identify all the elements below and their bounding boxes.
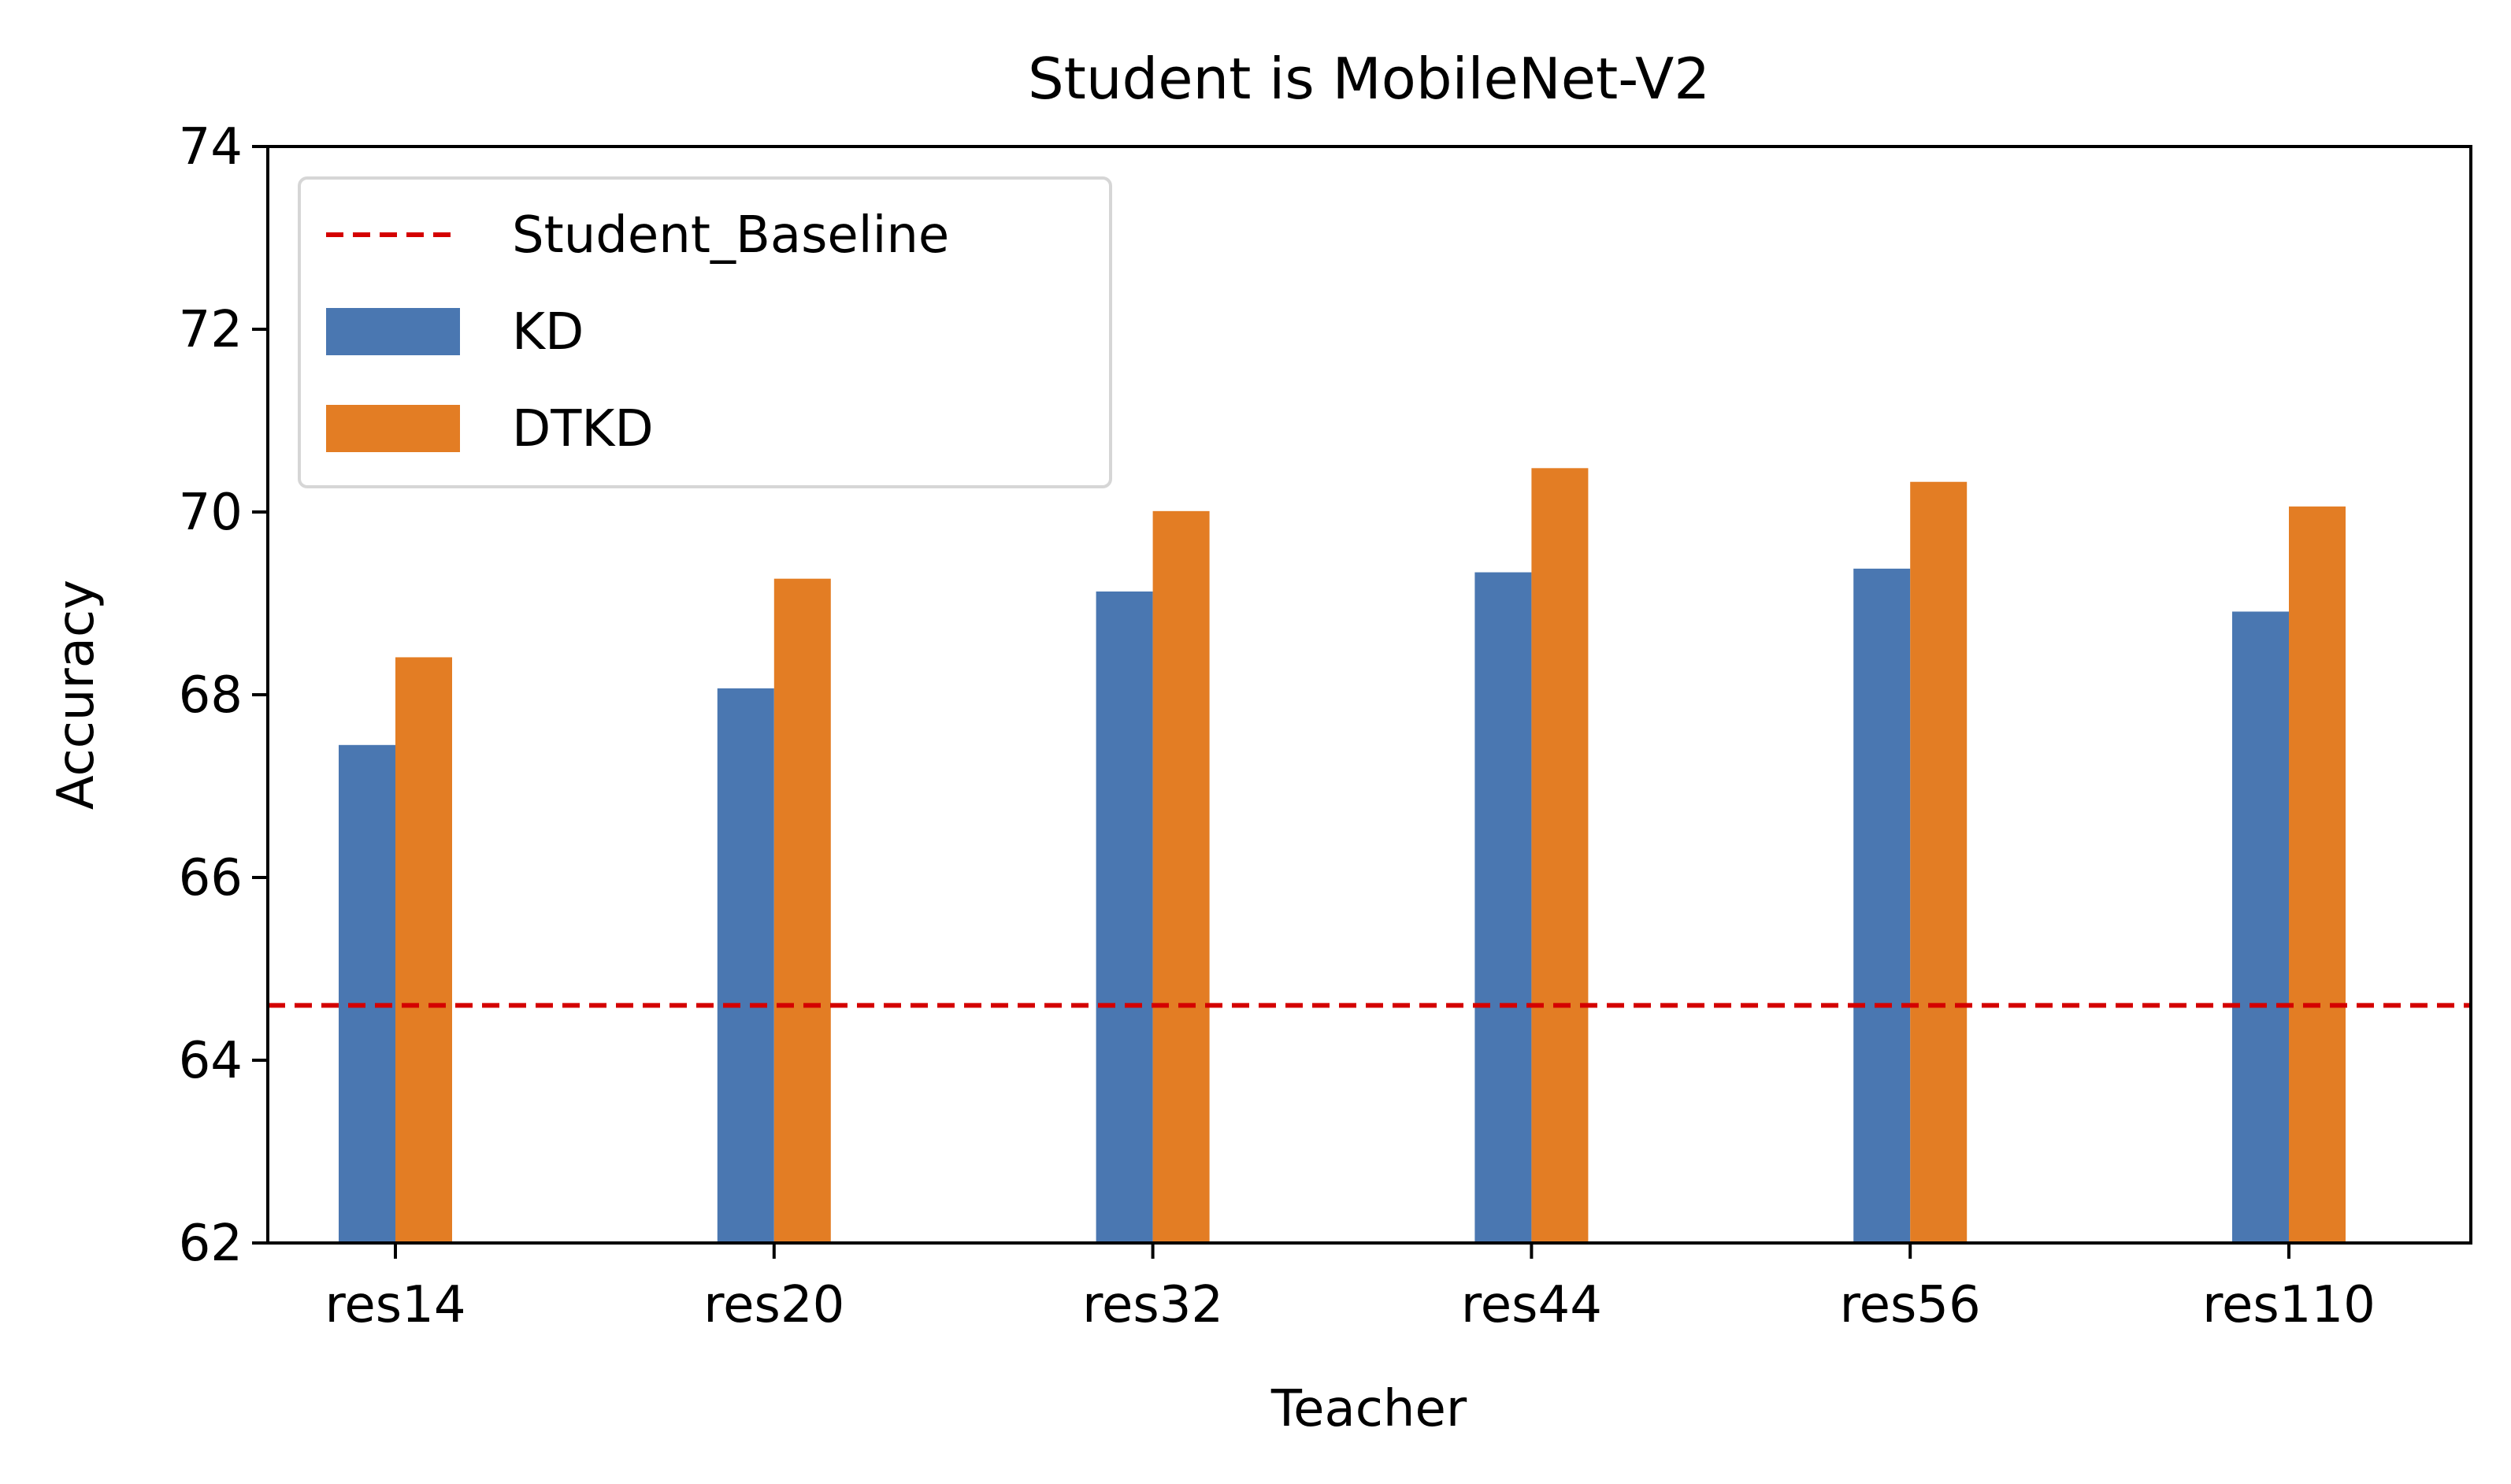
bar-dtkd-res32	[1152, 510, 1210, 1243]
y-tick-label-66: 66	[179, 849, 243, 907]
legend: Student_Baseline KD DTKD	[298, 176, 1112, 488]
x-tick-label-res20: res20	[703, 1276, 844, 1334]
x-tick-label-res32: res32	[1082, 1276, 1223, 1334]
x-tick-label-res56: res56	[1840, 1276, 1981, 1334]
legend-box	[298, 176, 1112, 488]
legend-label-kd: KD	[512, 303, 584, 362]
x-tick-label-res14: res14	[325, 1276, 465, 1334]
chart-title: Student is MobileNet-V2	[1028, 46, 1710, 112]
y-tick-label-72: 72	[179, 301, 243, 359]
legend-swatch-dtkd	[326, 405, 460, 452]
y-tick-label-64: 64	[179, 1032, 243, 1090]
bars-layer	[339, 468, 2346, 1243]
x-tick-label-res44: res44	[1461, 1276, 1602, 1334]
bar-kd-res14	[339, 744, 395, 1243]
legend-swatch-kd	[326, 308, 460, 355]
bar-dtkd-res56	[1910, 481, 1968, 1243]
y-axis-label: Accuracy	[47, 580, 106, 810]
legend-label-student_baseline: Student_Baseline	[512, 206, 949, 265]
x-axis-label: Teacher	[1270, 1380, 1467, 1438]
y-tick-label-70: 70	[179, 484, 243, 542]
bar-kd-res56	[1853, 568, 1911, 1243]
x-axis: res14 res20 res32 res44 res56 res110	[325, 1243, 2376, 1334]
bar-kd-res110	[2232, 611, 2289, 1243]
x-tick-label-res110: res110	[2202, 1276, 2376, 1334]
y-axis: 62 64 66 68 70 72 74	[179, 118, 268, 1273]
bar-kd-res44	[1474, 572, 1532, 1243]
bar-kd-res20	[717, 688, 774, 1243]
y-tick-label-74: 74	[179, 118, 243, 176]
y-tick-label-62: 62	[179, 1215, 243, 1273]
legend-label-dtkd: DTKD	[512, 400, 654, 458]
bar-dtkd-res20	[773, 578, 831, 1243]
bar-dtkd-res44	[1531, 468, 1589, 1243]
y-tick-label-68: 68	[179, 666, 243, 725]
bar-dtkd-res110	[2289, 506, 2346, 1243]
bar-dtkd-res14	[395, 657, 452, 1243]
bar-kd-res32	[1096, 591, 1153, 1243]
